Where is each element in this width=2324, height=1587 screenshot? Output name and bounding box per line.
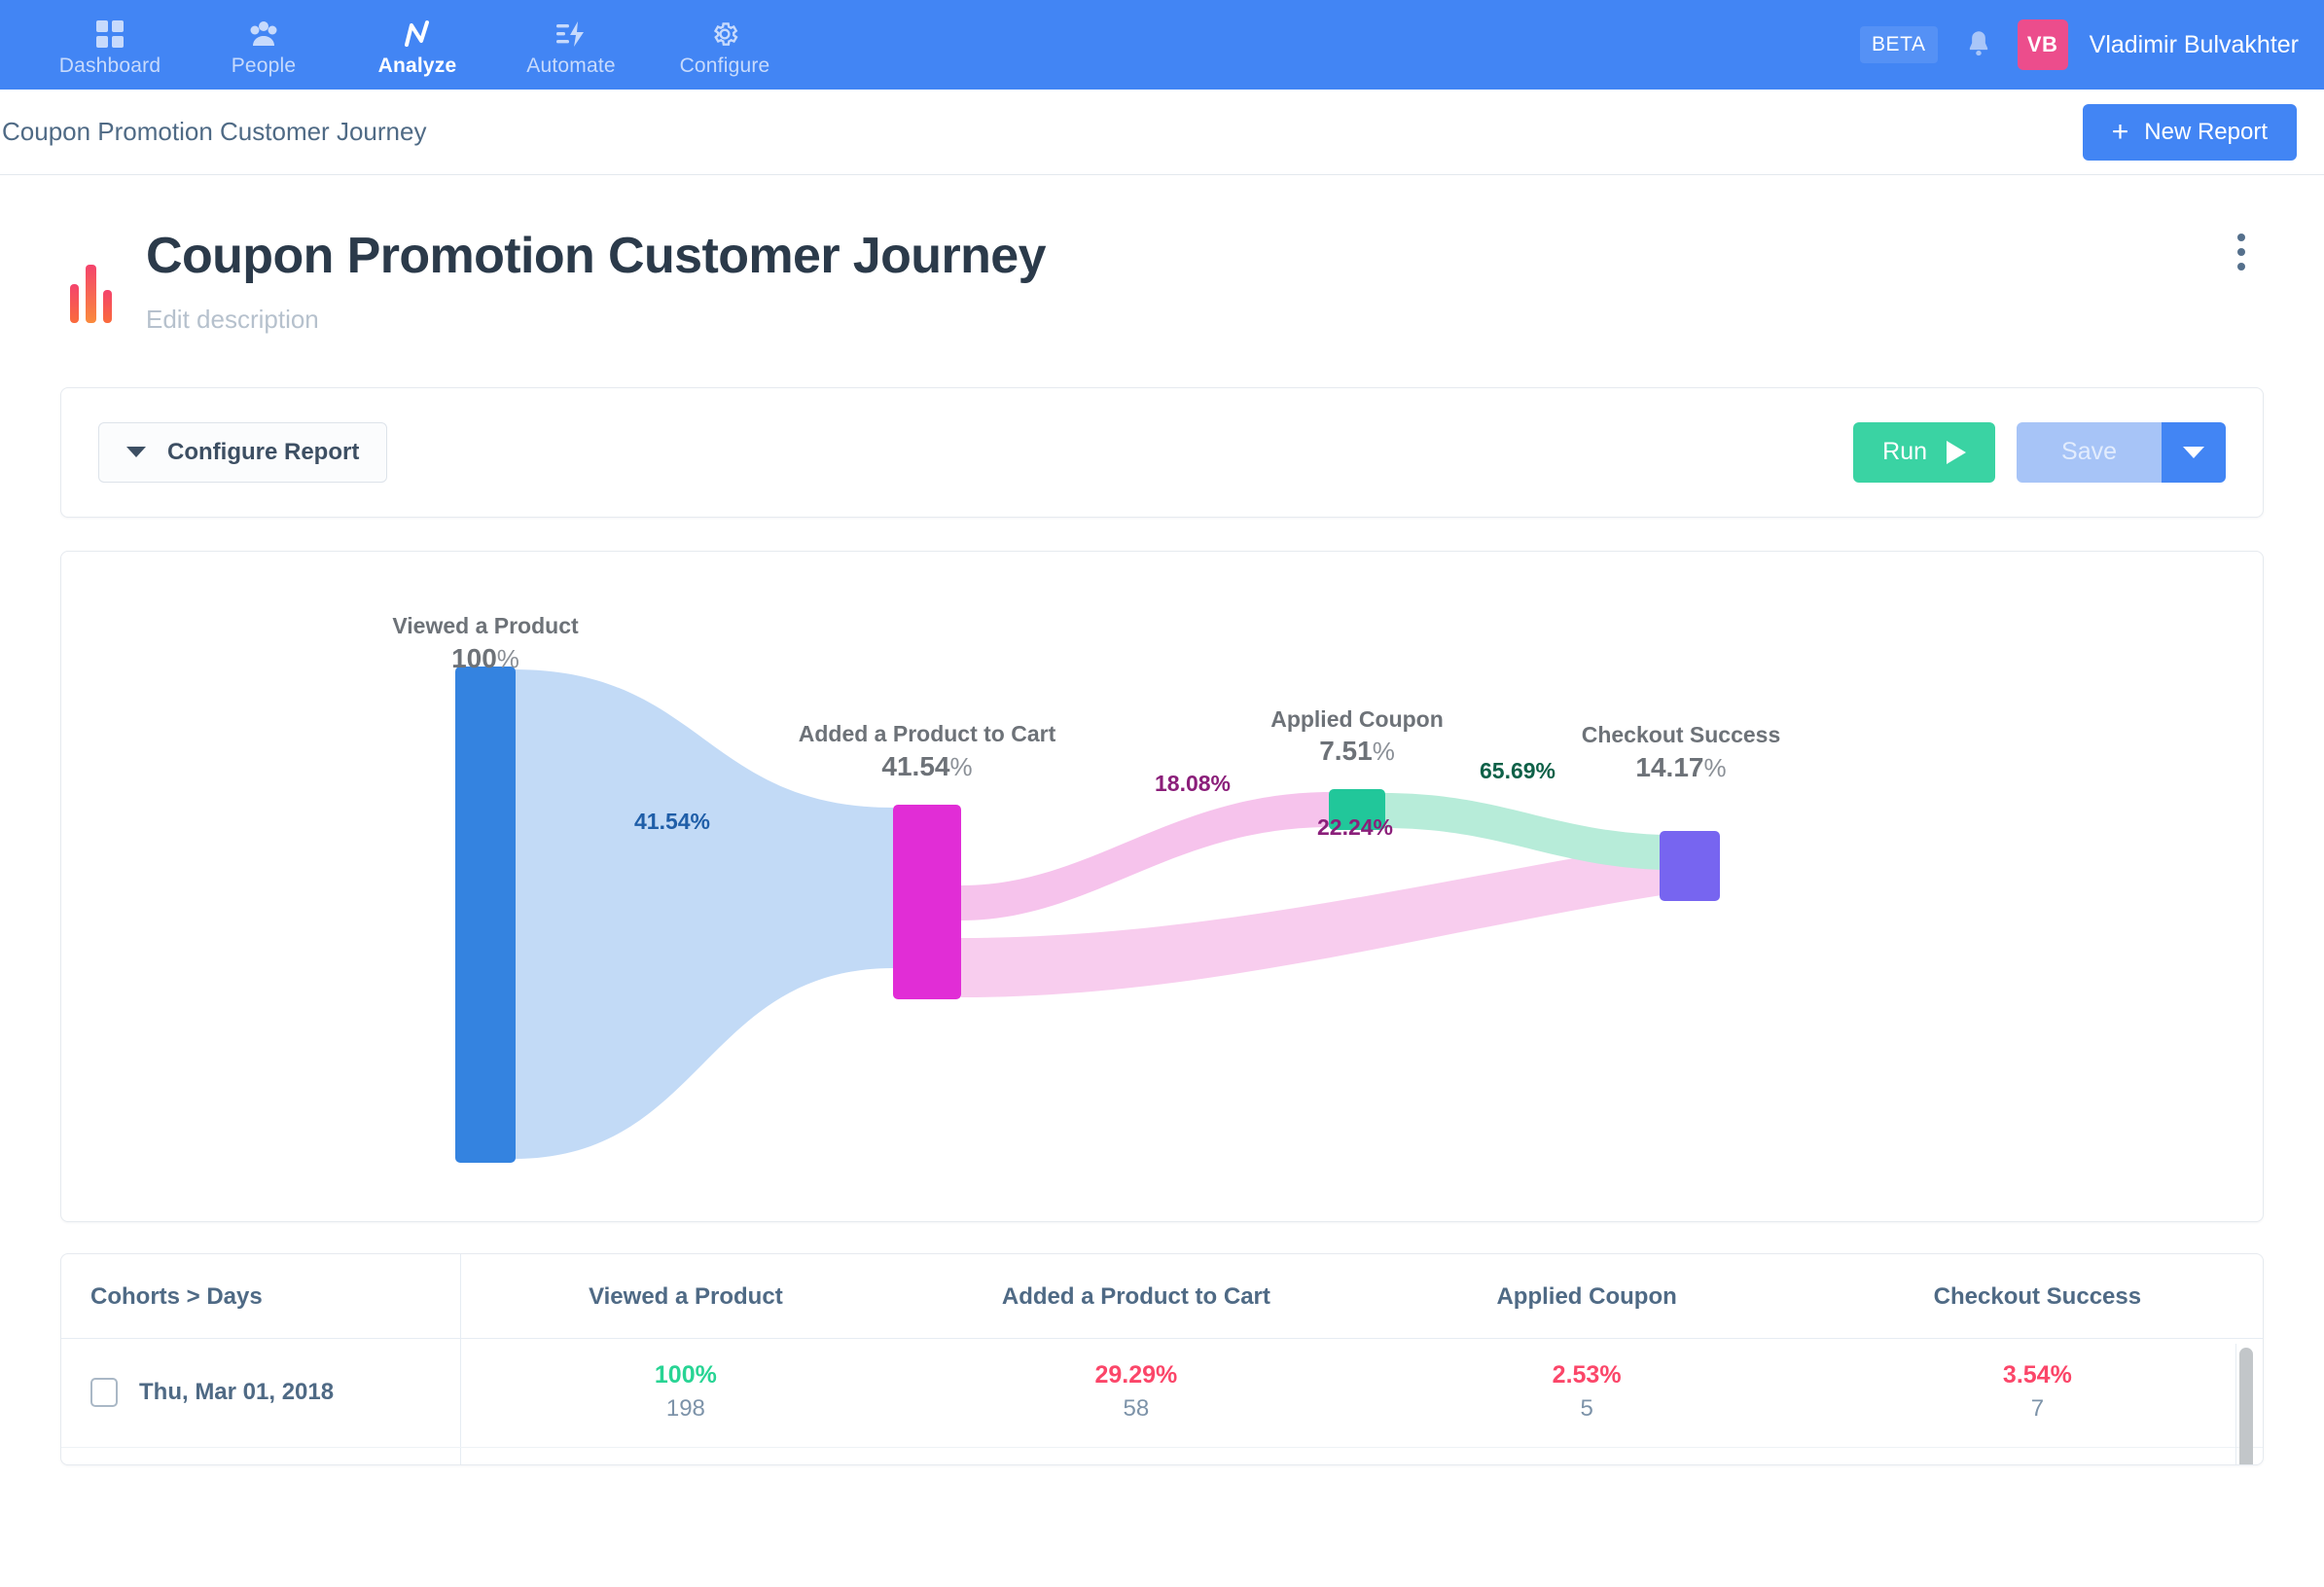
metric-count: 198: [665, 1394, 705, 1422]
sankey-node-cart[interactable]: [893, 804, 961, 999]
sankey-diagram: Viewed a Product 100% Added a Product to…: [392, 613, 1781, 1163]
save-dropdown-button[interactable]: [2162, 421, 2226, 483]
sankey-node-label-viewed: Viewed a Product: [392, 613, 579, 638]
page-content: Coupon Promotion Customer Journey Edit d…: [0, 175, 2324, 1465]
metric-cell-checkout: 3.54% 7: [1811, 1338, 2263, 1448]
metric-cell-coupon: 2.53% 5: [1361, 1338, 1812, 1448]
column-header-cart[interactable]: Added a Product to Cart: [911, 1253, 1362, 1339]
sankey-link-cart-coupon[interactable]: [961, 791, 1331, 920]
grid-dashboard-icon: [96, 18, 124, 51]
sankey-link-viewed-cart[interactable]: [514, 668, 893, 1159]
username-label[interactable]: Vladimir Bulvakhter: [2089, 30, 2299, 58]
nav-item-people[interactable]: People: [187, 12, 340, 78]
table-row[interactable]: Wed, Feb 28, 2018 100% 220 27.27% 60 4.0…: [61, 1447, 2263, 1464]
play-icon: [1947, 440, 1967, 464]
sankey-link-label-cart-checkout: 22.24%: [1317, 814, 1393, 840]
nav-item-analyze[interactable]: Analyze: [340, 12, 494, 78]
page-title: Coupon Promotion Customer Journey: [146, 228, 1046, 284]
breadcrumb[interactable]: Coupon Promotion Customer Journey: [2, 117, 427, 146]
sankey-link-cart-checkout[interactable]: [961, 843, 1662, 997]
metric-cell-cart: 29.29% 58: [911, 1338, 1362, 1448]
metric-cell-coupon: 4.09% 9: [1361, 1447, 1812, 1464]
configure-report-button[interactable]: Configure Report: [98, 421, 388, 483]
cohort-table: Cohorts > Days Viewed a Product Added a …: [61, 1253, 2263, 1464]
column-header-cohorts[interactable]: Cohorts > Days: [61, 1253, 461, 1339]
nav-label-automate: Automate: [526, 54, 616, 77]
people-icon: [249, 18, 278, 51]
cohort-label: Thu, Mar 01, 2018: [139, 1379, 335, 1406]
sankey-node-label-checkout: Checkout Success: [1582, 722, 1781, 747]
configure-report-label: Configure Report: [167, 438, 360, 465]
table-header-row: Cohorts > Days Viewed a Product Added a …: [61, 1253, 2263, 1339]
sankey-link-coupon-checkout[interactable]: [1384, 792, 1662, 870]
metric-pct: 100%: [654, 1361, 717, 1389]
sankey-node-pct-coupon: 7.51%: [1319, 736, 1395, 766]
nav-label-configure: Configure: [679, 54, 770, 77]
table-scrollbar-track: [2235, 1343, 2257, 1464]
column-header-checkout[interactable]: Checkout Success: [1811, 1253, 2263, 1339]
gear-icon: [710, 18, 739, 51]
new-report-button[interactable]: + New Report: [2082, 103, 2297, 161]
metric-cell-checkout: 5.45% 12: [1811, 1447, 2263, 1464]
column-header-viewed[interactable]: Viewed a Product: [460, 1253, 912, 1339]
avatar[interactable]: VB: [2017, 19, 2068, 70]
metric-cell-viewed: 100% 198: [460, 1338, 912, 1448]
sankey-chart-card: Viewed a Product 100% Added a Product to…: [60, 550, 2264, 1222]
nav-item-configure[interactable]: Configure: [648, 12, 802, 78]
nav-right-cluster: BETA VB Vladimir Bulvakhter: [1859, 0, 2299, 90]
notification-bell-icon[interactable]: [1965, 29, 1992, 60]
sankey-link-label-cart-coupon: 18.08%: [1155, 771, 1231, 796]
sankey-node-label-cart: Added a Product to Cart: [799, 721, 1056, 746]
metric-cell-cart: 27.27% 60: [911, 1447, 1362, 1464]
table-scrollbar-thumb[interactable]: [2239, 1347, 2253, 1464]
cohort-table-card: Cohorts > Days Viewed a Product Added a …: [60, 1252, 2264, 1465]
sankey-node-checkout[interactable]: [1660, 830, 1720, 901]
main-nav-items: Dashboard People Analyze: [33, 12, 802, 78]
nav-label-people: People: [231, 54, 297, 77]
sankey-node-viewed[interactable]: [455, 666, 516, 1163]
table-row[interactable]: Thu, Mar 01, 2018 100% 198 29.29% 58 2.5…: [61, 1338, 2263, 1448]
plus-icon: +: [2111, 115, 2129, 148]
nav-item-dashboard[interactable]: Dashboard: [33, 12, 187, 78]
chevron-down-icon: [126, 447, 146, 458]
sankey-link-label-viewed-cart: 41.54%: [634, 809, 710, 834]
metric-pct: 2.53%: [1552, 1361, 1622, 1389]
sankey-node-coupon[interactable]: [1329, 788, 1385, 830]
report-logo-icon: [70, 255, 115, 323]
run-label: Run: [1882, 438, 1928, 466]
row-checkbox[interactable]: [90, 1378, 118, 1408]
run-button[interactable]: Run: [1853, 421, 1996, 483]
report-header: Coupon Promotion Customer Journey Edit d…: [60, 175, 2264, 335]
nav-label-analyze: Analyze: [377, 54, 457, 77]
sankey-node-pct-checkout: 14.17%: [1635, 752, 1726, 782]
metric-pct: 3.54%: [2002, 1361, 2072, 1389]
nav-item-automate[interactable]: Automate: [494, 12, 648, 78]
beta-badge: BETA: [1859, 26, 1938, 63]
edit-description-link[interactable]: Edit description: [146, 304, 319, 334]
cohort-cell: Wed, Feb 28, 2018: [61, 1447, 461, 1464]
sankey-node-label-coupon: Applied Coupon: [1270, 706, 1444, 732]
sankey-node-pct-cart: 41.54%: [881, 751, 972, 781]
save-button[interactable]: Save: [2017, 421, 2162, 483]
sankey-link-label-coupon-checkout: 65.69%: [1480, 758, 1555, 783]
metric-cell-viewed: 100% 220: [460, 1447, 912, 1464]
chevron-down-icon: [2183, 446, 2204, 458]
metric-pct: 29.29%: [1094, 1361, 1178, 1389]
metric-count: 58: [1123, 1394, 1150, 1422]
report-toolbar: Configure Report Run Save: [60, 386, 2264, 518]
metric-count: 5: [1580, 1394, 1593, 1422]
column-header-coupon[interactable]: Applied Coupon: [1361, 1253, 1812, 1339]
top-navigation-bar: Dashboard People Analyze: [0, 0, 2324, 90]
sankey-node-pct-viewed: 100%: [451, 643, 519, 673]
analyze-chart-icon: [403, 18, 432, 51]
cohort-cell: Thu, Mar 01, 2018: [61, 1338, 461, 1448]
more-vertical-icon[interactable]: [2225, 228, 2258, 276]
save-button-group: Save: [2017, 421, 2226, 483]
breadcrumb-bar: Coupon Promotion Customer Journey + New …: [0, 90, 2324, 175]
metric-count: 7: [2030, 1394, 2045, 1422]
automate-lightning-icon: [555, 18, 587, 51]
new-report-label: New Report: [2144, 118, 2268, 145]
nav-label-dashboard: Dashboard: [58, 54, 161, 77]
toolbar-actions: Run Save: [1853, 421, 2226, 483]
